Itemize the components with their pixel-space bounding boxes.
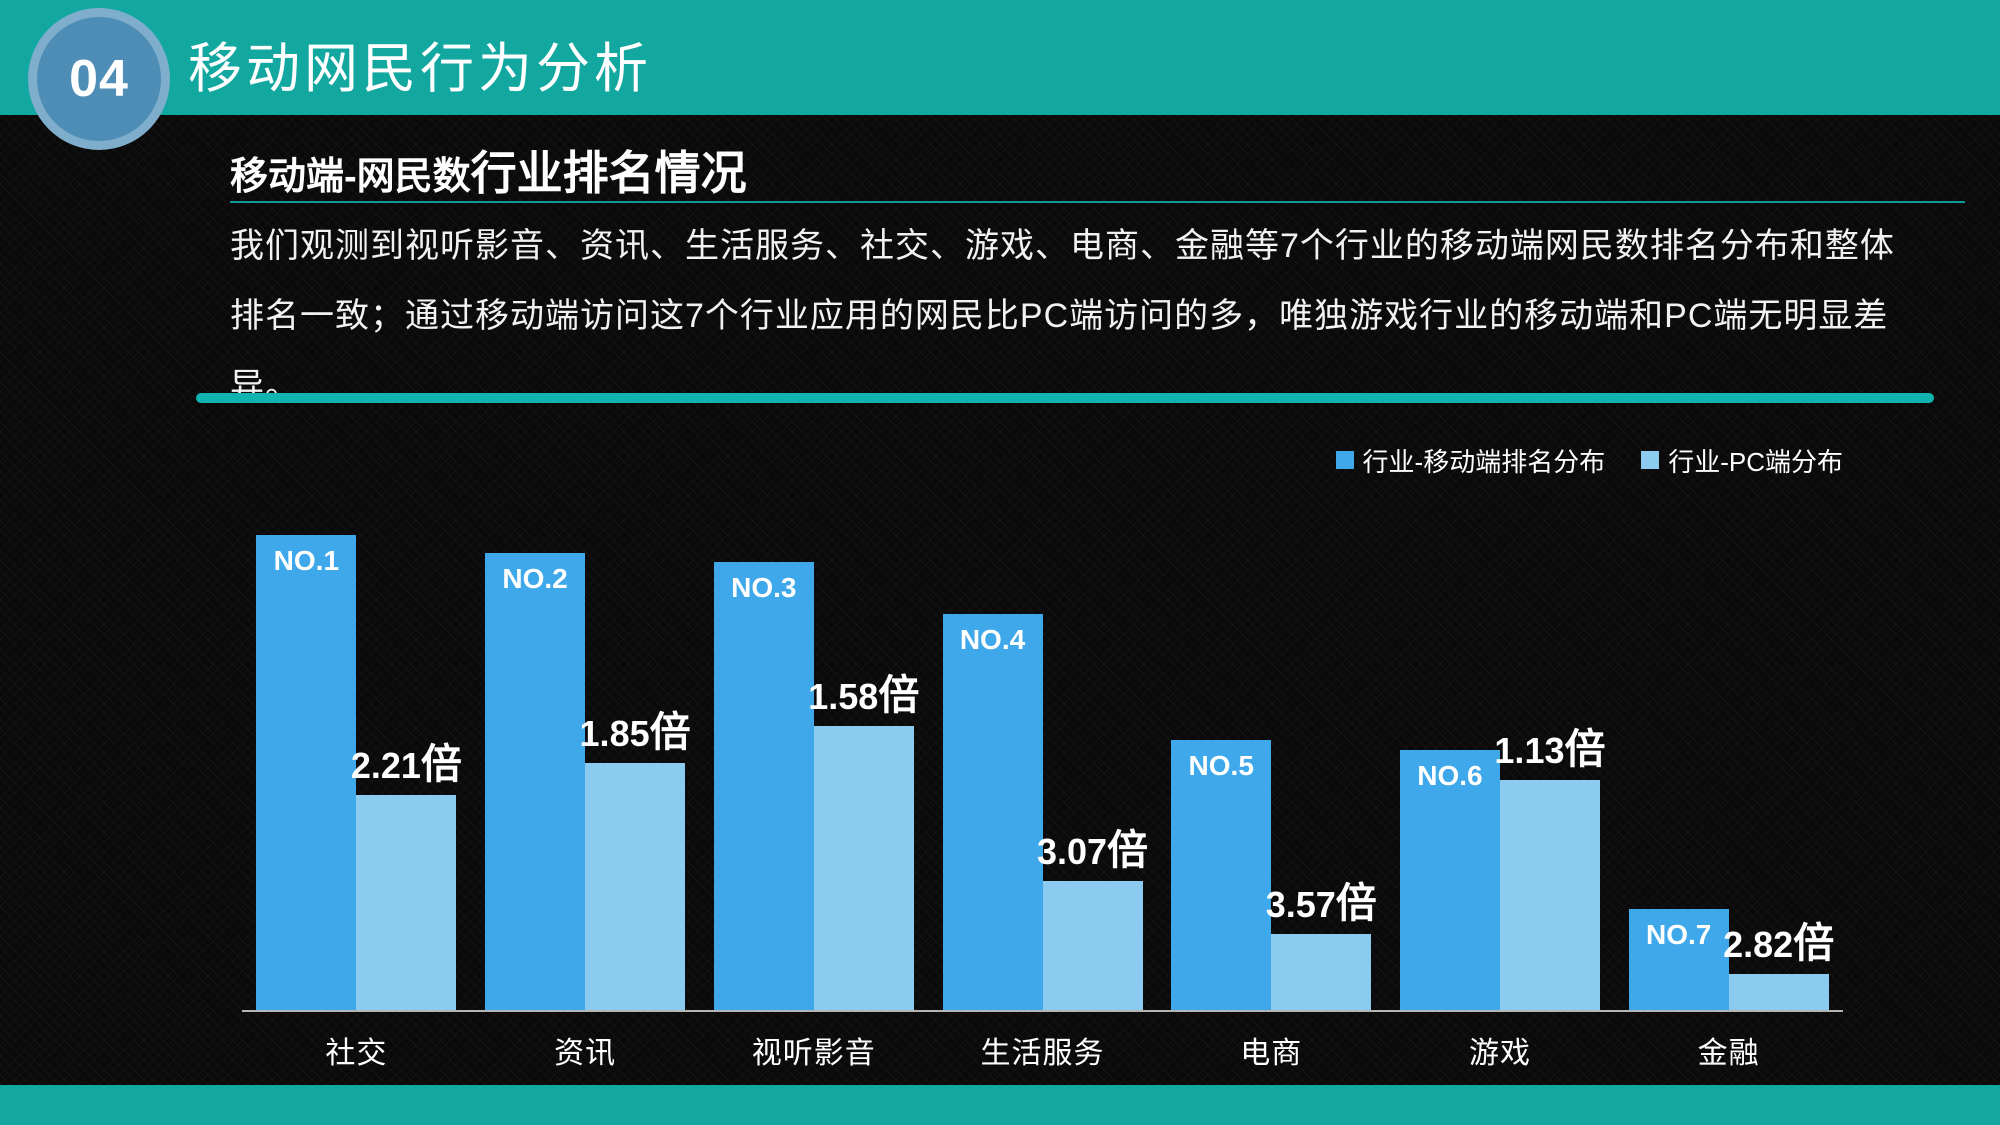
legend-label: 行业-PC端分布 [1668,446,1843,477]
bar-pair: NO.5 3.57倍 [1171,535,1377,1010]
mobile-bar: NO.5 [1171,739,1272,1010]
legend-swatch-icon [1335,451,1354,469]
mobile-bar: NO.4 [942,614,1043,1010]
slide-body: 移动端-网民数行业排名情况 我们观测到视听影音、资讯、生活服务、社交、游戏、电商… [0,115,2000,1085]
chart-plot-area: NO.1 2.21倍 NO.2 1.85倍 NO.3 1.58倍 NO.4 3.07倍 NO.5… [242,535,1843,1010]
body-paragraph-line1: 我们观测到视听影音、资讯、生活服务、社交、游戏、电商、金融等7个行业的移动端网民… [230,227,1895,265]
pc-bar [1499,780,1600,1010]
chart-legend: 行业-移动端排名分布 行业-PC端分布 [242,443,1843,477]
section-title-part2: 行业排名情况 [470,147,747,199]
legend-label: 行业-移动端排名分布 [1362,446,1606,477]
pc-bar [813,726,914,1010]
rank-label: NO.7 [1645,918,1712,950]
ratio-label: 2.21倍 [350,741,462,788]
rank-label: NO.5 [1188,749,1254,781]
bar-group: NO.4 3.07倍 [928,535,1157,1010]
footer-bar [0,1085,2000,1125]
pc-bar [1042,881,1143,1010]
bar-group: NO.6 1.13倍 [1386,535,1615,1010]
ratio-label: 1.85倍 [579,709,691,755]
ratio-label: 1.58倍 [808,672,920,719]
category-axis-labels: 社交 资讯 视听影音 生活服务 电商 游戏 金融 [242,1028,1843,1072]
mobile-bar: NO.7 [1628,908,1729,1010]
category-label: 生活服务 [980,1037,1105,1070]
section-number-badge: 04 [28,8,170,150]
bar-group: NO.5 3.57倍 [1157,535,1386,1010]
category-label: 电商 [1240,1037,1303,1070]
mobile-bar: NO.1 [256,535,357,1010]
category-label: 社交 [325,1037,388,1070]
bar-pair: NO.6 1.13倍 [1399,535,1605,1010]
rank-label: NO.3 [731,572,797,604]
bar-pair: NO.7 2.82倍 [1628,535,1834,1010]
legend-item: 行业-PC端分布 [1641,442,1843,479]
mobile-bar: NO.2 [485,553,586,1010]
mobile-bar: NO.3 [713,562,814,1010]
ratio-label: 3.57倍 [1265,880,1377,927]
bar-chart: 行业-移动端排名分布 行业-PC端分布 NO.1 2.21倍 NO.2 1.85倍 NO.… [242,443,1843,1072]
section-title: 移动端-网民数行业排名情况 [230,137,747,203]
legend-item: 行业-移动端排名分布 [1335,442,1606,479]
ratio-label: 1.13倍 [1494,726,1606,773]
legend-swatch-icon [1641,451,1660,469]
ratio-label: 2.82倍 [1723,919,1835,966]
title-underline [230,201,1965,203]
category-label: 金融 [1697,1037,1760,1070]
body-paragraph-line2: 排名一致；通过移动端访问这7个行业应用的网民比PC端访问的多，唯独游戏行业的移动… [230,297,1889,405]
bar-group: NO.3 1.58倍 [699,535,928,1010]
bar-pair: NO.2 1.85倍 [485,535,691,1010]
teal-divider [196,393,1934,403]
x-axis-line [242,1010,1843,1012]
bar-group: NO.2 1.85倍 [471,535,700,1010]
category-label: 视听影音 [751,1037,876,1070]
bar-group: NO.1 2.21倍 [242,535,471,1010]
rank-label: NO.4 [959,624,1026,656]
header-bar: 移动网民行为分析 [0,0,2000,115]
body-paragraph: 我们观测到视听影音、资讯、生活服务、社交、游戏、电商、金融等7个行业的移动端网民… [230,211,1910,421]
rank-label: NO.6 [1417,760,1483,792]
bar-pair: NO.4 3.07倍 [942,535,1148,1010]
pc-bar [1271,934,1372,1010]
rank-label: NO.2 [502,563,568,595]
bar-group: NO.7 2.82倍 [1614,535,1843,1010]
header-title: 移动网民行为分析 [188,39,652,99]
section-title-part1: 移动端-网民数 [230,156,471,198]
pc-bar [1728,973,1829,1010]
rank-label: NO.1 [273,545,340,576]
category-label: 游戏 [1468,1037,1531,1070]
mobile-bar: NO.6 [1399,750,1500,1010]
pc-bar [356,795,457,1010]
category-label: 资讯 [554,1037,617,1070]
section-number: 04 [69,50,129,108]
ratio-label: 3.07倍 [1036,827,1149,874]
bar-pair: NO.1 2.21倍 [256,535,462,1010]
bar-pair: NO.3 1.58倍 [713,535,919,1010]
pc-bar [585,763,686,1010]
